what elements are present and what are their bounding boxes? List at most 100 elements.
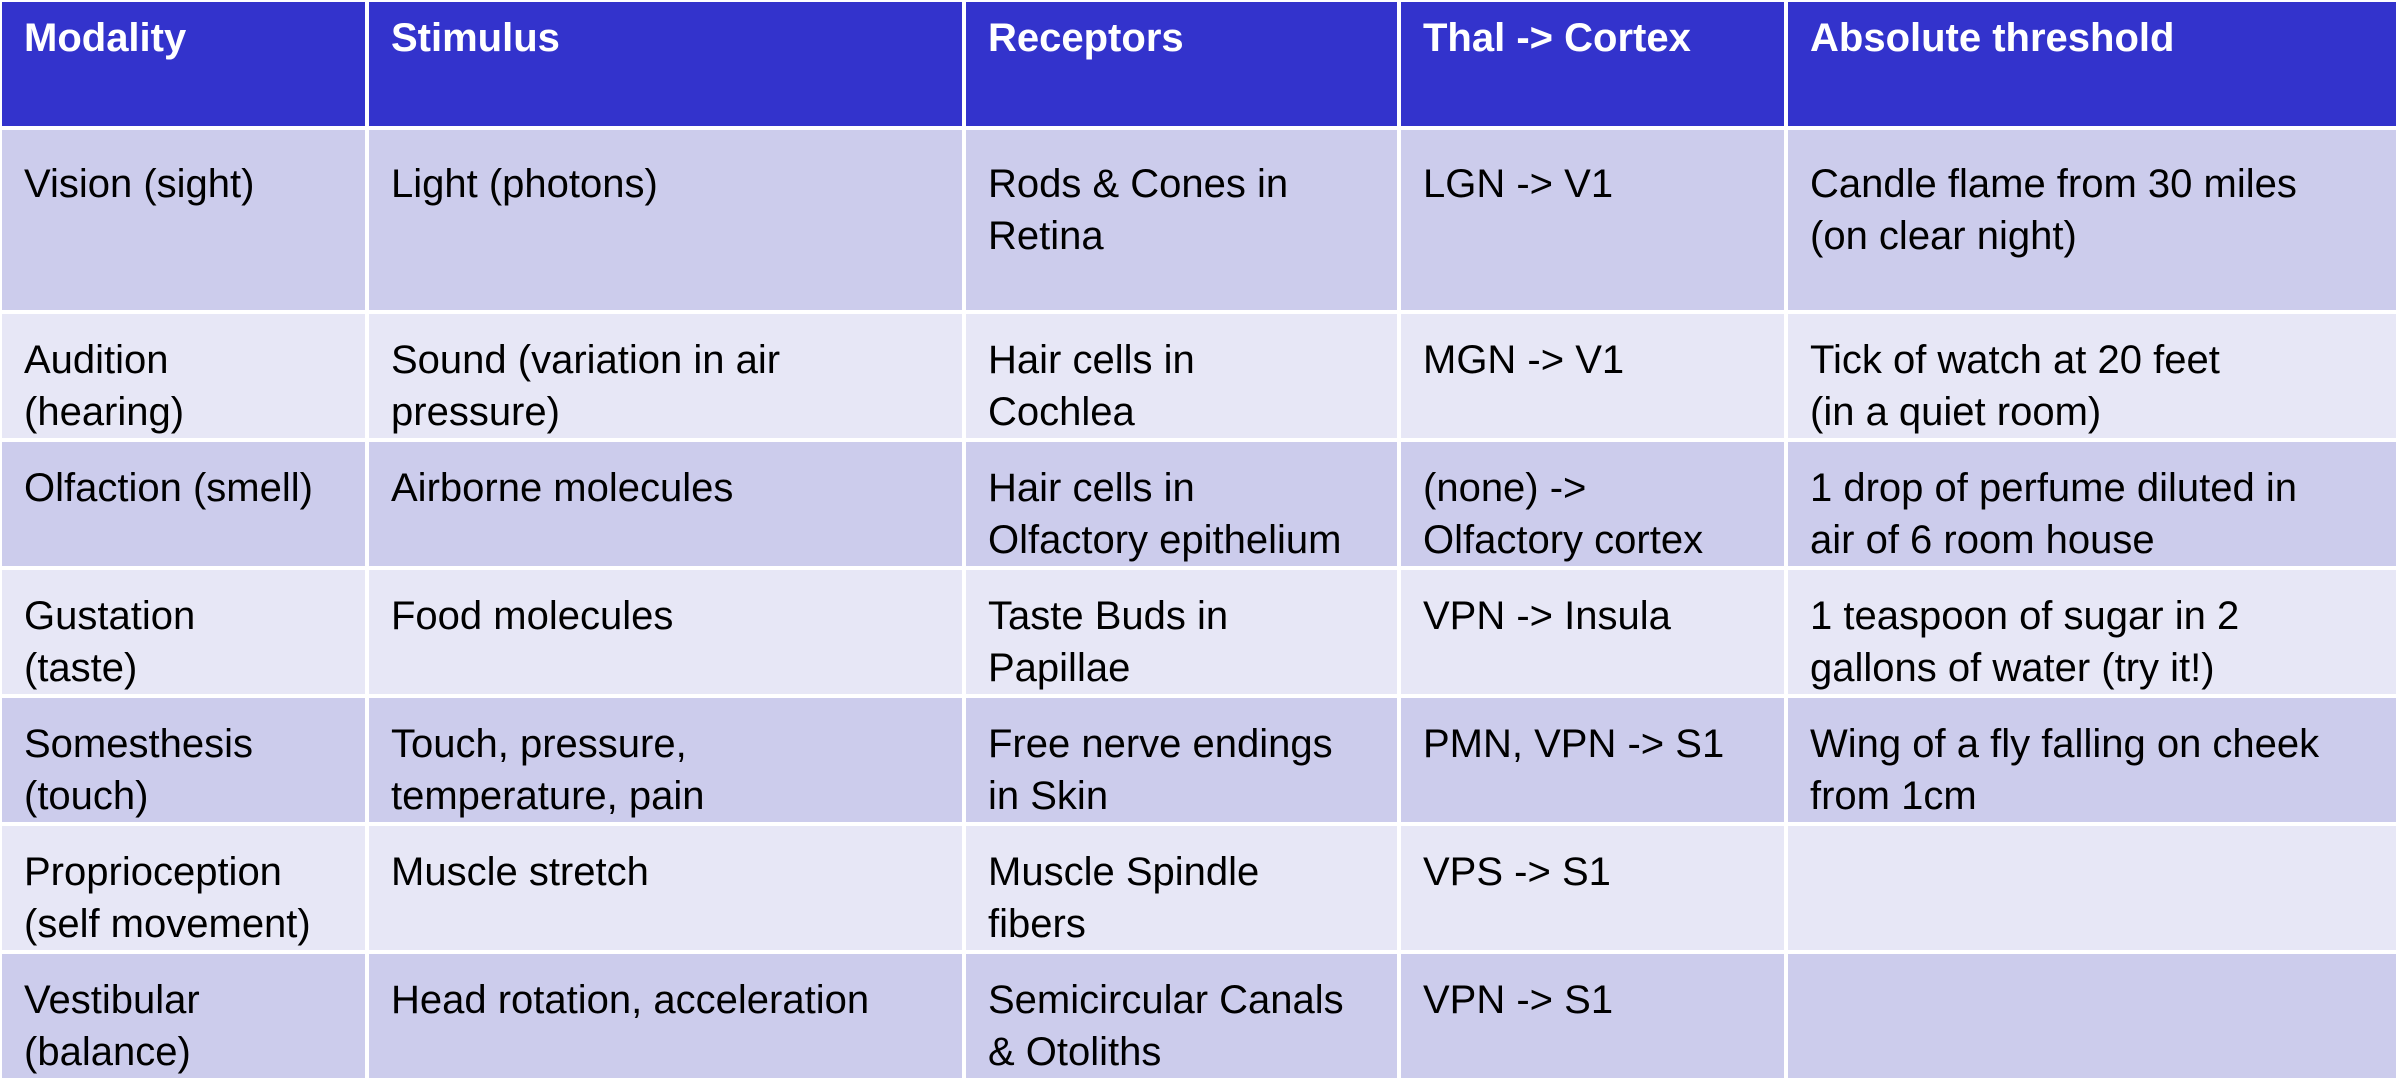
cell-text-line: gallons of water (try it!)	[1810, 646, 2215, 690]
cell-text-line: VPN -> Insula	[1423, 594, 1671, 638]
cell-stimulus: Food molecules	[369, 570, 962, 694]
cell-receptors: Hair cells in Cochlea	[966, 314, 1397, 438]
cell-text-line: Free nerve endings	[988, 722, 1333, 766]
cell-text-line: 1 teaspoon of sugar in 2	[1810, 594, 2240, 638]
cell-absolute-threshold: Wing of a fly falling on cheek from 1cm	[1788, 698, 2396, 822]
cell-text-line: Food molecules	[391, 594, 674, 638]
cell-text-line: Hair cells in	[988, 466, 1195, 510]
cell-text-line: Vision (sight)	[24, 162, 255, 206]
cell-text-line: Audition	[24, 338, 169, 382]
cell-text-line: (touch)	[24, 774, 149, 818]
table-row: Vestibular (balance) Head rotation, accele…	[2, 954, 2396, 1078]
cell-text-line: Papillae	[988, 646, 1131, 690]
cell-text-line: Retina	[988, 214, 1104, 258]
cell-text-line: Hair cells in	[988, 338, 1195, 382]
cell-text-line: air of 6 room house	[1810, 518, 2155, 562]
cell-text-line: Proprioception	[24, 850, 282, 894]
cell-absolute-threshold	[1788, 826, 2396, 950]
cell-text-line: Head rotation, acceleration	[391, 978, 870, 1022]
cell-text-line: VPS -> S1	[1423, 850, 1611, 894]
cell-absolute-threshold: 1 drop of perfume diluted in air of 6 roo…	[1788, 442, 2396, 566]
table-header: Modality Stimulus Receptors Thal -> Cort…	[2, 2, 2396, 126]
cell-text-line: Vestibular	[24, 978, 200, 1022]
cell-thal-cortex: LGN -> V1	[1401, 130, 1784, 310]
table-row: Somesthesis (touch) Touch, pressure, temper…	[2, 698, 2396, 822]
cell-text-line: Tick of watch at 20 feet	[1810, 338, 2220, 382]
cell-text-line: Taste Buds in	[988, 594, 1229, 638]
cell-stimulus: Light (photons)	[369, 130, 962, 310]
cell-text-line: Muscle stretch	[391, 850, 649, 894]
cell-thal-cortex: PMN, VPN -> S1	[1401, 698, 1784, 822]
header-thal-cortex: Thal -> Cortex	[1401, 2, 1784, 126]
cell-text-line: LGN -> V1	[1423, 162, 1614, 206]
cell-modality: Somesthesis (touch)	[2, 698, 365, 822]
cell-text-line: temperature, pain	[391, 774, 705, 818]
cell-text-line: in Skin	[988, 774, 1109, 818]
cell-stimulus: Touch, pressure, temperature, pain	[369, 698, 962, 822]
cell-text-line: Cochlea	[988, 390, 1135, 434]
cell-absolute-threshold: Tick of watch at 20 feet (in a quiet room…	[1788, 314, 2396, 438]
cell-thal-cortex: VPN -> Insula	[1401, 570, 1784, 694]
cell-text-line: Olfaction (smell)	[24, 466, 313, 510]
cell-thal-cortex: VPS -> S1	[1401, 826, 1784, 950]
cell-text-line: fibers	[988, 902, 1086, 946]
cell-text-line: Muscle Spindle	[988, 850, 1260, 894]
cell-text-line: Light (photons)	[391, 162, 658, 206]
table-row: Proprioception (self movement) Muscle stre…	[2, 826, 2396, 950]
cell-text-line: Touch, pressure,	[391, 722, 687, 766]
cell-modality: Gustation (taste)	[2, 570, 365, 694]
cell-modality: Olfaction (smell)	[2, 442, 365, 566]
cell-text-line: (self movement)	[24, 902, 311, 946]
cell-receptors: Muscle Spindle fibers	[966, 826, 1397, 950]
cell-text-line: 1 drop of perfume diluted in	[1810, 466, 2297, 510]
cell-text-line: Olfactory cortex	[1423, 518, 1704, 562]
cell-text-line: Wing of a fly falling on cheek	[1810, 722, 2320, 766]
cell-text-line: (in a quiet room)	[1810, 390, 2102, 434]
cell-text-line: pressure)	[391, 390, 560, 434]
cell-receptors: Free nerve endings in Skin	[966, 698, 1397, 822]
cell-text-line: Rods & Cones in	[988, 162, 1289, 206]
cell-text-line: MGN -> V1	[1423, 338, 1625, 382]
cell-receptors: Rods & Cones in Retina	[966, 130, 1397, 310]
table-row: Audition (hearing) Sound (variation in air…	[2, 314, 2396, 438]
cell-modality: Vestibular (balance)	[2, 954, 365, 1078]
cell-text-line: (taste)	[24, 646, 138, 690]
cell-stimulus: Airborne molecules	[369, 442, 962, 566]
table-row: Olfaction (smell) Airborne molecules Hair …	[2, 442, 2396, 566]
table-row: Vision (sight) Light (photons) Rods & Cone…	[2, 130, 2396, 310]
cell-absolute-threshold	[1788, 954, 2396, 1078]
cell-text-line: & Otoliths	[988, 1030, 1162, 1074]
cell-text-line: Airborne molecules	[391, 466, 734, 510]
cell-receptors: Semicircular Canals & Otoliths	[966, 954, 1397, 1078]
cell-thal-cortex: VPN -> S1	[1401, 954, 1784, 1078]
header-receptors: Receptors	[966, 2, 1397, 126]
cell-absolute-threshold: Candle flame from 30 miles (on clear nigh…	[1788, 130, 2396, 310]
cell-stimulus: Muscle stretch	[369, 826, 962, 950]
cell-text-line: Sound (variation in air	[391, 338, 781, 382]
cell-thal-cortex: (none) -> Olfactory cortex	[1401, 442, 1784, 566]
header-row: Modality Stimulus Receptors Thal -> Cort…	[2, 2, 2396, 126]
cell-text-line: VPN -> S1	[1423, 978, 1614, 1022]
header-modality: Modality	[2, 2, 365, 126]
cell-text-line: Somesthesis	[24, 722, 253, 766]
cell-text-line: Olfactory epithelium	[988, 518, 1342, 562]
cell-absolute-threshold: 1 teaspoon of sugar in 2 gallons of water…	[1788, 570, 2396, 694]
cell-modality: Proprioception (self movement)	[2, 826, 365, 950]
cell-stimulus: Head rotation, acceleration	[369, 954, 962, 1078]
cell-thal-cortex: MGN -> V1	[1401, 314, 1784, 438]
cell-modality: Vision (sight)	[2, 130, 365, 310]
cell-text-line: (balance)	[24, 1030, 191, 1074]
cell-text-line: Gustation	[24, 594, 196, 638]
cell-text-line: (none) ->	[1423, 466, 1587, 510]
cell-text-line: (hearing)	[24, 390, 185, 434]
header-absolute-threshold: Absolute threshold	[1788, 2, 2396, 126]
cell-text-line: from 1cm	[1810, 774, 1977, 818]
cell-stimulus: Sound (variation in air pressure)	[369, 314, 962, 438]
cell-receptors: Taste Buds in Papillae	[966, 570, 1397, 694]
header-stimulus: Stimulus	[369, 2, 962, 126]
cell-text-line: (on clear night)	[1810, 214, 2077, 258]
table-body: Vision (sight) Light (photons) Rods & Cone…	[2, 130, 2396, 1078]
cell-text-line: Semicircular Canals	[988, 978, 1344, 1022]
table-row: Gustation (taste) Food molecules Taste Buds…	[2, 570, 2396, 694]
